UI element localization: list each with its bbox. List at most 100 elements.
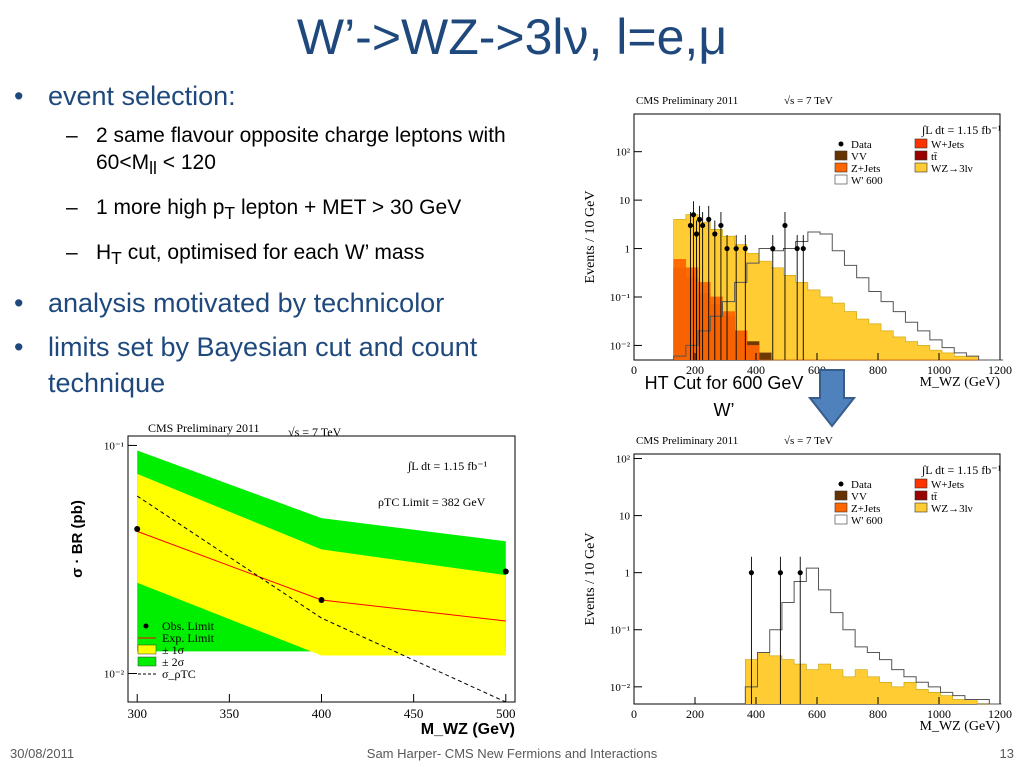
legend-marker <box>838 481 844 487</box>
legend-label: tt̄ <box>931 491 938 503</box>
footer-date: 30/08/2011 <box>10 746 75 761</box>
legend-swatch <box>914 162 928 173</box>
bullet-technicolor: • analysis motivated by technicolor <box>14 287 445 318</box>
legend-swatch <box>834 502 848 513</box>
energy-label: √s = 7 TeV <box>784 95 833 107</box>
energy-label: √s = 7 TeV <box>784 435 833 447</box>
y-tick-label: 10 <box>619 195 631 207</box>
data-point <box>742 245 748 252</box>
data-point <box>696 216 703 222</box>
y-tick-label: 10⁻¹ <box>610 625 630 637</box>
observed-limit-point <box>134 526 141 533</box>
y-tick-label: 10⁻¹ <box>610 292 630 304</box>
legend-label: Exp. Limit <box>162 631 215 645</box>
legend-swatch <box>834 490 848 501</box>
legend-swatch <box>914 490 928 501</box>
y-tick-label: 1 <box>625 244 631 256</box>
sub-bullet-leptons: –2 same flavour opposite charge leptons … <box>66 124 506 179</box>
data-point <box>733 245 739 252</box>
data-point <box>777 570 783 576</box>
legend-swatch <box>137 656 157 667</box>
data-point <box>748 570 755 576</box>
series-wz-area <box>745 652 1002 705</box>
legend-label: Data <box>851 479 872 491</box>
data-point <box>724 245 730 252</box>
x-tick-label: 300 <box>127 706 147 721</box>
legend-label: VV <box>851 491 867 503</box>
bullet-event-selection: • event selection: <box>14 81 236 111</box>
legend-marker <box>838 141 844 147</box>
energy-label: √s = 7 TeV <box>288 425 342 439</box>
legend-swatch <box>914 138 928 149</box>
legend-swatch <box>914 502 928 513</box>
x-tick-label: 350 <box>220 706 240 721</box>
slide-title: W’->WZ->3lν, l=e,μ <box>296 9 728 65</box>
data-point <box>782 222 788 229</box>
data-point <box>794 245 800 252</box>
legend-swatch <box>834 514 848 525</box>
data-point <box>718 222 724 229</box>
legend-label: WZ→3lν <box>931 503 973 515</box>
legend-label: W+Jets <box>931 479 964 491</box>
x-tick-label: 1000 <box>927 363 951 377</box>
legend-label: VV <box>851 151 867 163</box>
data-point <box>706 216 712 222</box>
mass-spectrum-plot: 0 200 400 600 800 1000 1200 10⁻² 10⁻¹ 1 10 10² CMS P… <box>572 92 1012 390</box>
legend-swatch <box>834 162 848 173</box>
theory-cross-section-line <box>136 495 506 703</box>
x-tick-label: 1200 <box>988 363 1012 377</box>
y-tick-label: 10⁻² <box>104 669 125 681</box>
series-wprime-line <box>673 231 1004 361</box>
data-point <box>712 231 718 237</box>
x-axis-label: M_WZ (GeV) <box>421 721 515 738</box>
legend-swatch <box>914 478 928 489</box>
data-point <box>690 212 697 218</box>
lumi-label: ∫L dt = 1.15 fb⁻¹ <box>921 123 1002 137</box>
x-tick-label: 450 <box>404 706 424 721</box>
x-tick-label: 200 <box>686 363 704 377</box>
y-tick-label: 10⁻² <box>610 682 631 694</box>
x-tick-label: 0 <box>631 363 637 377</box>
y-axis-label: Events / 10 GeV <box>583 533 598 626</box>
legend-label: W' 600 <box>851 515 883 527</box>
legend-label: σ_ρTC <box>162 667 196 681</box>
observed-limit-point <box>502 568 509 575</box>
x-tick-label: 400 <box>747 707 765 721</box>
legend-label: W' 600 <box>851 175 883 187</box>
plot-header: CMS Preliminary 2011 <box>636 95 738 107</box>
x-tick-label: 600 <box>808 707 826 721</box>
data-point <box>770 245 776 252</box>
plot-header: CMS Preliminary 2011 <box>636 435 738 447</box>
y-tick-label: 10⁻² <box>610 340 631 352</box>
plot-header: CMS Preliminary 2011 <box>148 421 260 435</box>
y-tick-label: 10² <box>616 147 631 159</box>
legend-swatch <box>137 644 157 655</box>
y-tick-label: 10⁻¹ <box>104 440 124 452</box>
legend-label: WZ→3lν <box>931 163 973 175</box>
limit-plot: 300 350 400 450 500 10⁻² 10⁻¹ CMS Preliminary 2… <box>60 420 530 738</box>
x-tick-label: 1200 <box>988 707 1012 721</box>
footer-page-number: 13 <box>999 746 1014 761</box>
data-point <box>700 222 706 229</box>
x-tick-label: 1000 <box>927 707 951 721</box>
legend-swatch <box>834 174 848 185</box>
series-wz-area <box>673 214 1004 361</box>
plot-frame <box>633 453 1001 705</box>
legend-label: Data <box>851 139 872 151</box>
x-tick-label: 400 <box>747 363 765 377</box>
data-point <box>687 222 694 229</box>
x-tick-label: 200 <box>686 707 704 721</box>
observed-limit-point <box>318 597 325 604</box>
footer-center: Sam Harper- CMS New Fermions and Interac… <box>366 746 658 761</box>
sub-bullet-pt-met: –1 more high pT lepton + MET > 30 GeV <box>66 196 462 224</box>
mass-spectrum-ht-cut-plot: 0 200 400 600 800 1000 1200 10⁻² 10⁻¹ 1 10 10² CMS P… <box>572 432 1012 734</box>
legend-label: ± 2σ <box>162 655 185 669</box>
legend-label: W+Jets <box>931 139 964 151</box>
legend-swatch <box>914 150 928 161</box>
y-axis-label: σ · BR (pb) <box>69 500 86 578</box>
x-axis-label: M_WZ (GeV) <box>920 719 1001 734</box>
series-zjets-area <box>673 258 1004 361</box>
data-point <box>693 231 700 237</box>
